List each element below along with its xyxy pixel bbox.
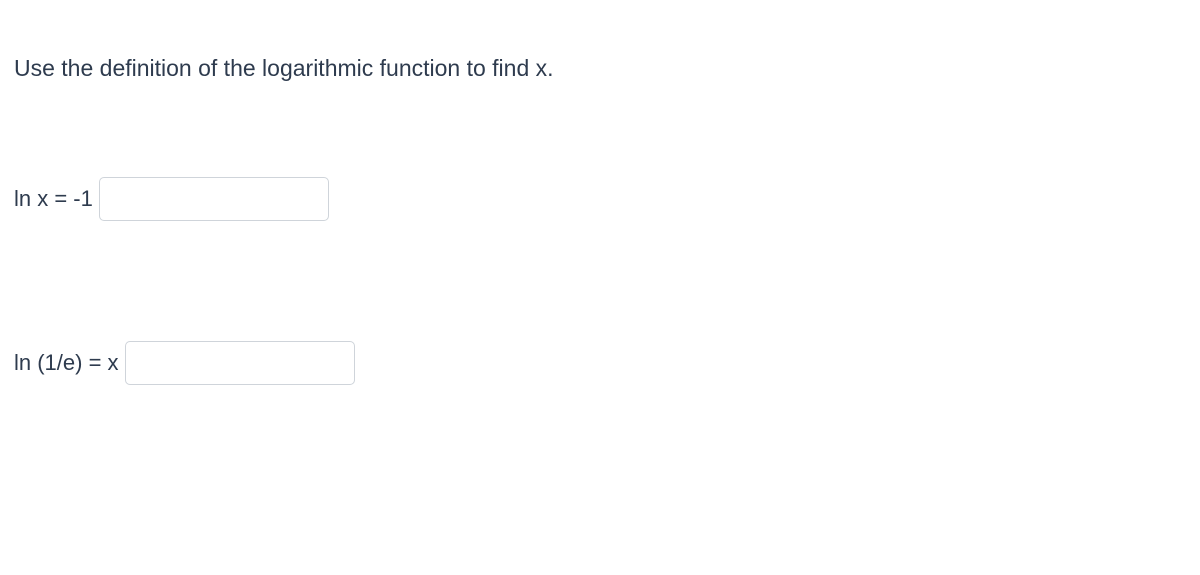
- equation-label-2: ln (1/e) = x: [14, 350, 119, 376]
- question-prompt: Use the definition of the logarithmic fu…: [14, 55, 1186, 82]
- question-container: Use the definition of the logarithmic fu…: [0, 0, 1200, 385]
- equation-label-1: ln x = -1: [14, 186, 93, 212]
- answer-input-1[interactable]: [99, 177, 329, 221]
- answer-input-2[interactable]: [125, 341, 355, 385]
- question-row-2: ln (1/e) = x: [14, 341, 1186, 385]
- question-row-1: ln x = -1: [14, 177, 1186, 221]
